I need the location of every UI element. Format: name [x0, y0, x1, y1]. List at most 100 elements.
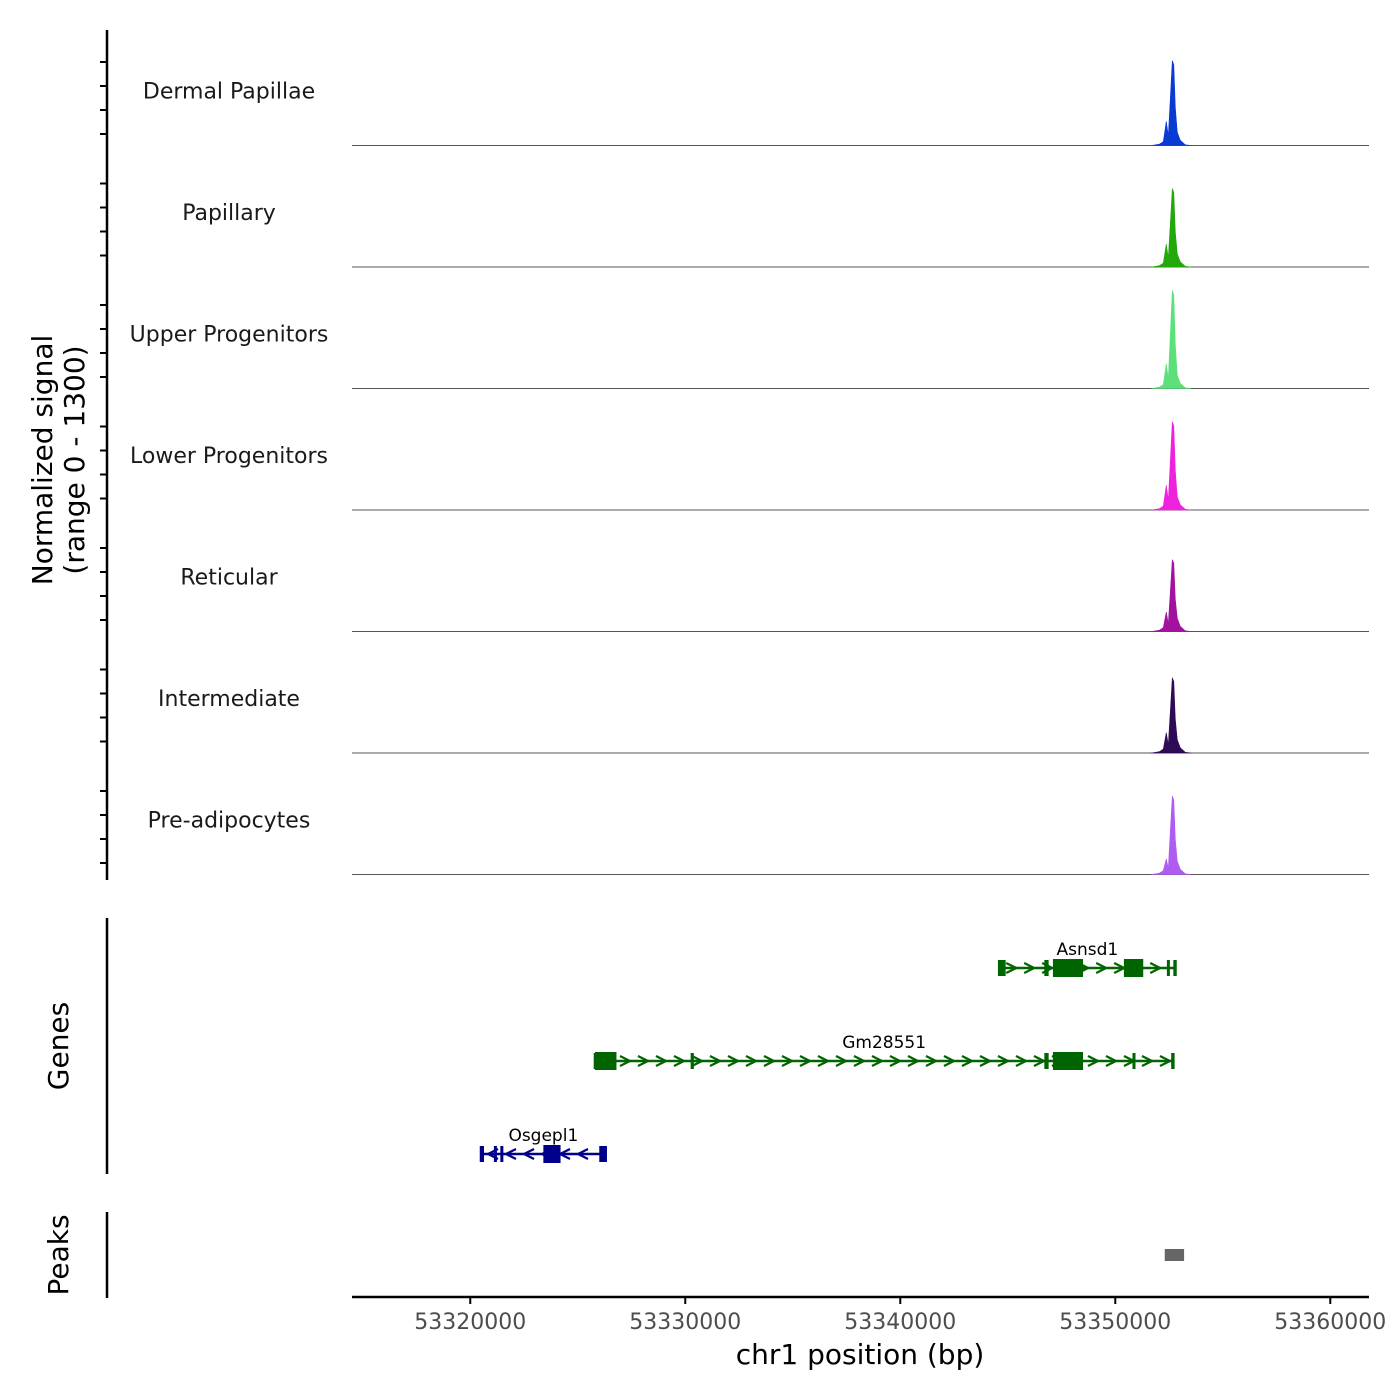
genes-panel-title: Genes — [42, 1002, 75, 1090]
exon — [599, 1146, 606, 1162]
strand-arrow — [1005, 962, 1019, 974]
x-tick: 53320000 — [414, 1297, 526, 1335]
strand-arrow — [709, 1055, 723, 1067]
strand-arrow — [943, 1055, 957, 1067]
strand-arrow — [871, 1055, 885, 1067]
strand-arrow — [1015, 1055, 1029, 1067]
exon — [1132, 1053, 1136, 1069]
strand-arrow — [889, 1055, 903, 1067]
track-label: Upper Progenitors — [130, 323, 329, 348]
track-reticular: Reticular — [180, 559, 1369, 632]
track-dermal-papillae: Dermal Papillae — [143, 60, 1369, 146]
exon — [594, 1052, 617, 1070]
track-label: Papillary — [182, 201, 276, 226]
x-axis: 53320000 53330000 53340000 53350000 53360000… — [352, 1295, 1386, 1371]
x-axis-ticks: 53320000 53330000 53340000 53350000 53360000 — [414, 1297, 1386, 1335]
strand-arrow — [763, 1055, 777, 1067]
peak-regions — [1164, 1249, 1185, 1261]
signal-peak — [1151, 421, 1192, 511]
x-axis-title: chr1 position (bp) — [736, 1338, 985, 1371]
strand-arrow — [745, 1055, 759, 1067]
strand-arrow — [503, 1148, 517, 1160]
strand-arrow — [521, 1148, 535, 1160]
signal-ylabel-line2: (range 0 - 1300) — [58, 345, 91, 574]
exon — [690, 1053, 694, 1069]
strand-arrow — [1033, 1055, 1047, 1067]
x-tick: 53360000 — [1274, 1297, 1386, 1335]
strand-arrow — [853, 1055, 867, 1067]
signal-tracks: Dermal Papillae Papillary Upper Progenitor… — [130, 60, 1369, 875]
track-label: Reticular — [180, 566, 278, 591]
track-lower-progenitors: Lower Progenitors — [130, 421, 1369, 511]
strand-arrow — [907, 1055, 921, 1067]
track-upper-progenitors: Upper Progenitors — [130, 290, 1369, 389]
signal-peak — [1151, 559, 1192, 632]
x-tick: 53330000 — [629, 1297, 741, 1335]
strand-arrow — [799, 1055, 813, 1067]
signal-peak — [1151, 290, 1192, 389]
strand-arrow — [997, 1055, 1011, 1067]
signal-y-axis-ticks — [100, 61, 107, 864]
strand-arrow — [925, 1055, 939, 1067]
x-tick-label: 53320000 — [414, 1310, 526, 1335]
strand-arrow — [727, 1055, 741, 1067]
x-tick-label: 53340000 — [844, 1310, 956, 1335]
strand-arrow — [835, 1055, 849, 1067]
signal-peak — [1151, 795, 1192, 875]
signal-ylabel-line1: Normalized signal — [26, 335, 59, 586]
strand-arrow — [1095, 962, 1109, 974]
x-tick: 53350000 — [1059, 1297, 1171, 1335]
track-label: Dermal Papillae — [143, 80, 315, 105]
gene-asnsd1: Asnsd1 — [997, 940, 1177, 977]
gene-gm28551: Gm28551 — [593, 1033, 1175, 1070]
strand-arrow — [1105, 1055, 1119, 1067]
track-intermediate: Intermediate — [158, 677, 1369, 754]
track-pre-adipocytes: Pre-adipocytes — [148, 795, 1369, 875]
exon — [1052, 1052, 1084, 1070]
exon — [1166, 960, 1170, 976]
track-label: Pre-adipocytes — [148, 809, 311, 834]
exon — [481, 1146, 485, 1162]
strand-arrow — [781, 1055, 795, 1067]
exon — [1052, 959, 1084, 977]
x-tick-label: 53330000 — [629, 1310, 741, 1335]
strand-arrow — [1141, 1055, 1155, 1067]
strand-arrow — [1023, 962, 1037, 974]
exon — [999, 960, 1006, 976]
signal-peak — [1151, 677, 1192, 754]
strand-arrow — [817, 1055, 831, 1067]
strand-arrow — [575, 1148, 589, 1160]
signal-peak — [1151, 60, 1192, 146]
strand-arrow — [691, 1055, 705, 1067]
x-tick-label: 53350000 — [1059, 1310, 1171, 1335]
signal-panel: Normalized signal (range 0 - 1300) Derma… — [26, 30, 1369, 880]
peak-region — [1164, 1249, 1185, 1261]
strand-arrow — [1149, 962, 1163, 974]
exon — [1044, 960, 1049, 976]
track-label: Lower Progenitors — [130, 444, 328, 469]
gene-label: Osgepl1 — [508, 1126, 578, 1146]
strand-arrow — [961, 1055, 975, 1067]
exon — [1123, 959, 1144, 977]
exon — [1044, 1053, 1049, 1069]
peaks-panel: Peaks — [42, 1212, 1185, 1298]
signal-peak — [1151, 188, 1192, 268]
strand-arrow — [619, 1055, 633, 1067]
strand-arrow — [655, 1055, 669, 1067]
exon — [493, 1146, 497, 1162]
exon — [500, 1146, 504, 1162]
gene-label: Asnsd1 — [1056, 940, 1118, 960]
x-tick: 53340000 — [844, 1297, 956, 1335]
gene-osgepl1: Osgepl1 — [479, 1126, 607, 1163]
gene-models: Asnsd1 Gm28551 Osgepl1 — [479, 940, 1177, 1163]
strand-arrow — [673, 1055, 687, 1067]
strand-arrow — [979, 1055, 993, 1067]
strand-arrow — [1159, 1055, 1173, 1067]
strand-arrow — [637, 1055, 651, 1067]
track-papillary: Papillary — [182, 188, 1369, 268]
strand-arrow — [1087, 1055, 1101, 1067]
genes-panel: Genes Asnsd1 Gm28551 Osgepl1 — [42, 918, 1177, 1174]
track-label: Intermediate — [158, 687, 300, 712]
gene-label: Gm28551 — [842, 1033, 926, 1053]
